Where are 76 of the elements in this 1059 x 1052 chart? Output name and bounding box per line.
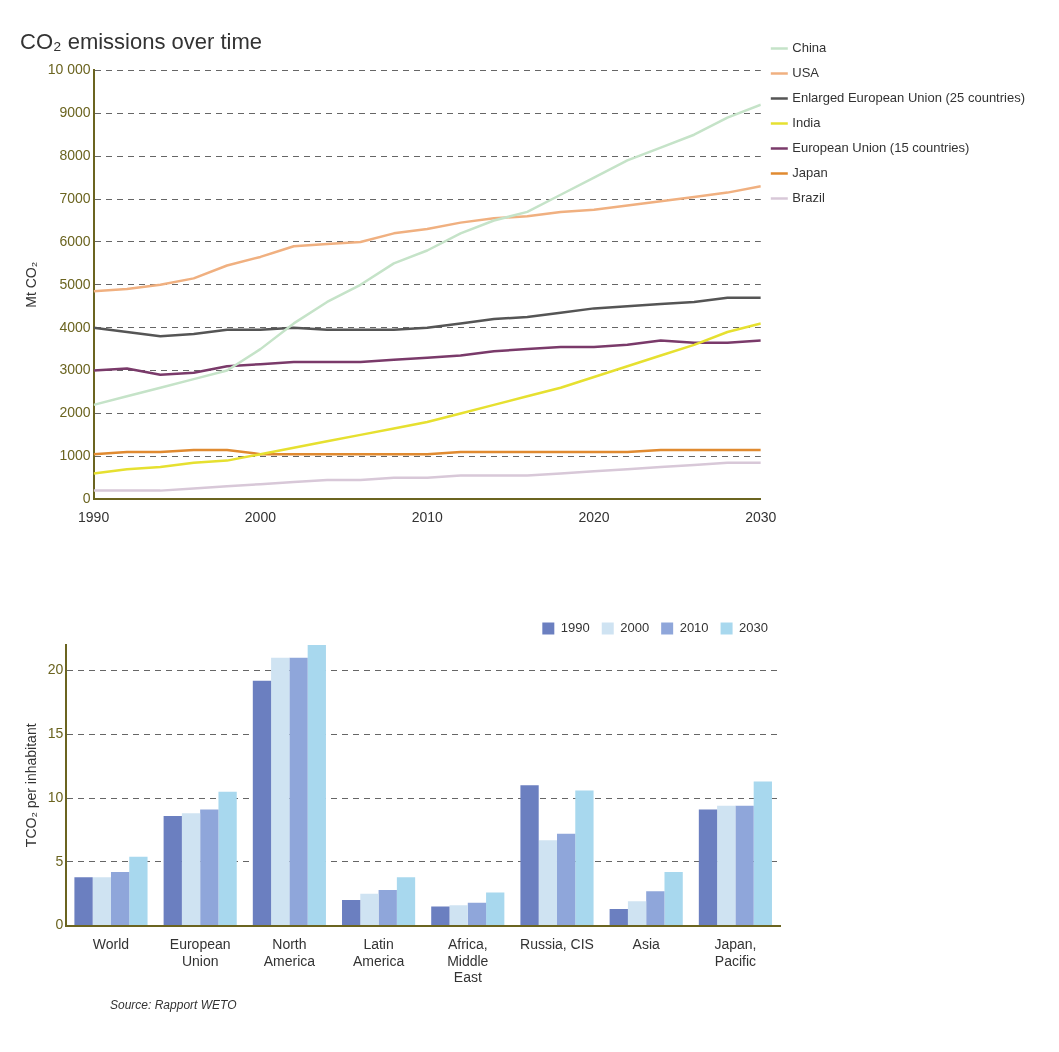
bar <box>646 891 665 926</box>
bar <box>486 892 505 926</box>
x-tick-label: 2010 <box>411 509 443 526</box>
bar <box>431 906 450 926</box>
x-tick-label: Africa, Middle East <box>447 935 489 986</box>
bar <box>575 790 594 926</box>
bar <box>200 809 219 926</box>
legend-label: 2000 <box>620 620 650 636</box>
bar <box>538 840 557 926</box>
x-tick-label: Russia, CIS <box>520 935 594 952</box>
bar <box>360 893 379 926</box>
y-tick-label: 5000 <box>59 275 91 292</box>
bar <box>252 680 272 926</box>
bar <box>396 877 416 926</box>
legend-label: Brazil <box>792 190 825 206</box>
legend-label: European Union (15 countries) <box>792 140 970 156</box>
bar <box>449 905 468 926</box>
legend-label: 2030 <box>739 620 768 636</box>
x-tick-label: 2030 <box>745 509 777 526</box>
legend-label: Japan <box>792 165 828 181</box>
y-tick-label: 9000 <box>59 104 91 121</box>
bar <box>74 877 93 926</box>
bar <box>307 645 326 926</box>
legend-label: USA <box>792 65 820 81</box>
legend-label: China <box>792 40 828 56</box>
x-tick-label: Asia <box>632 935 661 952</box>
y-tick-label: 2000 <box>59 404 91 421</box>
y-tick-label: 0 <box>82 490 91 507</box>
bar <box>735 805 754 926</box>
x-tick-label: 2020 <box>578 509 610 526</box>
chart-title: CO₂ emissions over time <box>20 29 263 55</box>
x-tick-label: Latin America <box>352 935 405 969</box>
y-tick-label: 20 <box>47 661 64 678</box>
bar <box>556 833 576 926</box>
bar <box>271 657 290 926</box>
bar <box>378 889 397 926</box>
bar <box>289 657 308 926</box>
legend-label: India <box>792 115 822 131</box>
x-tick-label: Japan, Pacific <box>714 935 757 969</box>
x-tick-label: North America <box>263 935 316 969</box>
x-tick-label: European Union <box>169 935 231 969</box>
bar <box>129 856 148 926</box>
legend-label: Enlarged European Union (25 countries) <box>792 90 1025 106</box>
bar <box>717 805 736 926</box>
y-tick-label: 3000 <box>59 361 91 378</box>
legend-label: 2010 <box>679 620 709 636</box>
source-note: Source: Rapport WETO <box>110 998 237 1012</box>
y-tick-label: 7000 <box>59 189 91 206</box>
x-tick-label: 2000 <box>244 509 277 526</box>
bar <box>609 909 628 926</box>
y-axis-title: TCO₂ per inhabitant <box>23 723 40 848</box>
y-tick-label: 1000 <box>59 447 91 464</box>
bar <box>342 900 361 926</box>
y-tick-label: 10 000 <box>47 61 91 78</box>
x-tick-label: World <box>92 935 130 952</box>
y-tick-label: 10 <box>47 788 64 805</box>
bar <box>181 813 201 926</box>
bar <box>627 901 647 926</box>
bar <box>698 809 718 926</box>
bar <box>664 872 683 926</box>
bar <box>218 791 237 926</box>
bar <box>92 877 111 926</box>
bar <box>110 872 130 926</box>
y-axis-title: Mt CO₂ <box>23 261 40 308</box>
bar <box>520 785 539 926</box>
y-tick-label: 15 <box>47 725 64 742</box>
y-tick-label: 6000 <box>59 232 91 249</box>
bar <box>753 781 772 926</box>
x-tick-label: 1990 <box>78 509 110 526</box>
y-tick-label: 4000 <box>59 318 91 335</box>
bar <box>163 815 182 926</box>
y-tick-label: 0 <box>55 916 64 933</box>
bar <box>467 902 487 926</box>
legend-label: 1990 <box>560 620 590 636</box>
y-tick-label: 8000 <box>59 147 91 164</box>
y-tick-label: 5 <box>55 852 64 869</box>
